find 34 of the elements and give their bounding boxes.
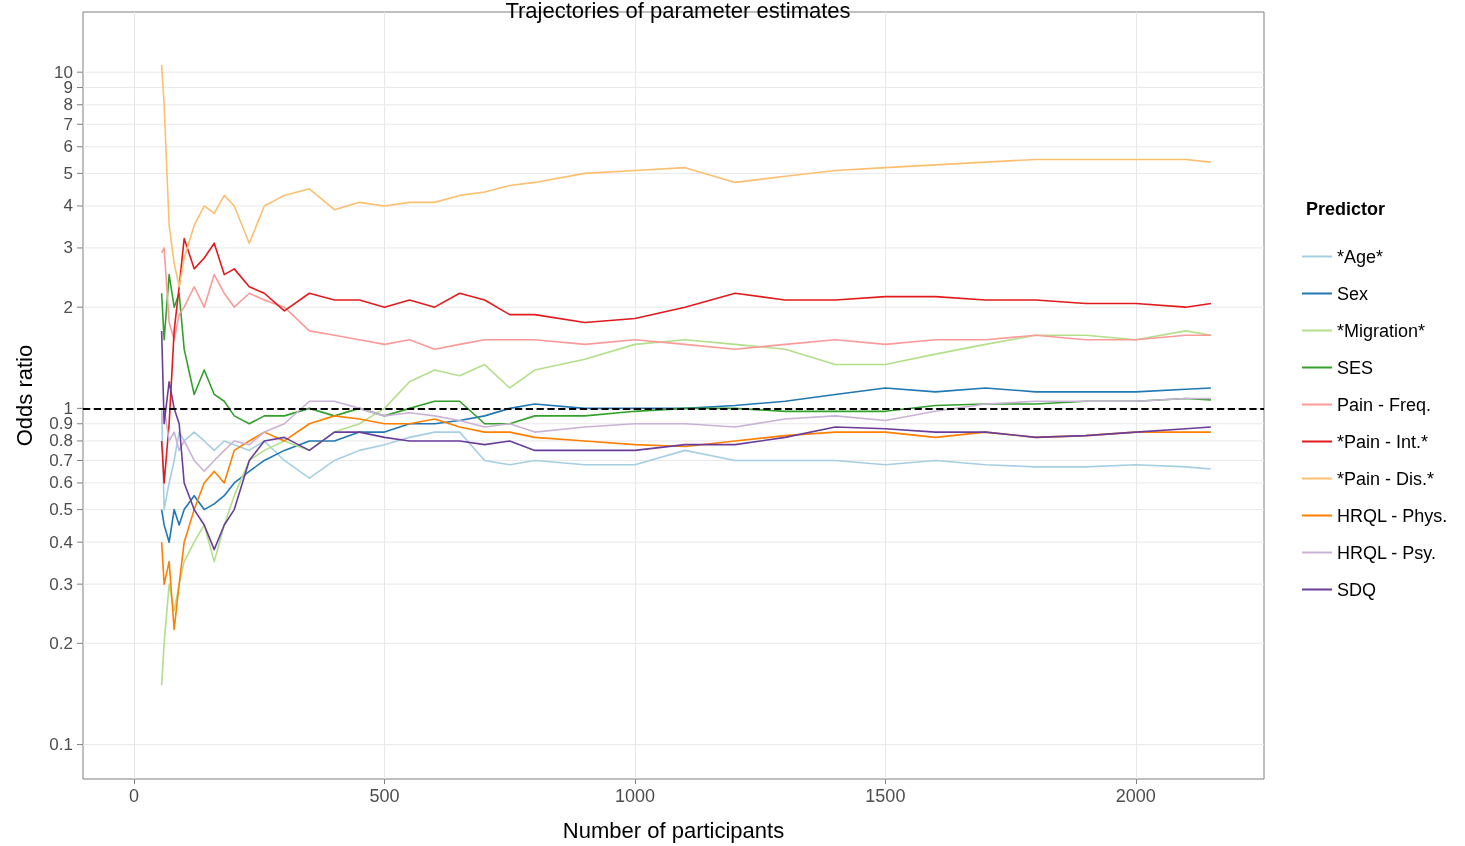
- legend-label: HRQL - Phys.: [1336, 505, 1448, 526]
- x-tick-label: 0: [129, 786, 140, 806]
- y-tick-label: 7: [63, 114, 73, 134]
- y-axis-title: Odds ratio: [11, 344, 37, 447]
- y-tick-label: 0.3: [49, 574, 73, 594]
- y-tick-label: 0.7: [49, 450, 73, 470]
- y-tick-label: 0.5: [49, 500, 73, 520]
- y-tick-label: 2: [63, 297, 73, 317]
- y-tick-label: 0.8: [49, 431, 73, 451]
- x-tick-label: 2000: [1115, 786, 1156, 806]
- y-tick-label: 8: [63, 95, 73, 115]
- legend-label: Sex: [1336, 283, 1369, 304]
- legend-label: HRQL - Psy.: [1336, 542, 1436, 563]
- legend-label: SDQ: [1336, 579, 1376, 600]
- x-tick-label: 1000: [614, 786, 655, 806]
- y-tick-label: 0.1: [49, 735, 73, 755]
- legend-label: SES: [1336, 357, 1374, 378]
- y-tick-label: 0.6: [49, 473, 73, 493]
- x-axis-title: Number of participants: [562, 817, 785, 843]
- legend-label: *Pain - Int.*: [1336, 431, 1429, 452]
- y-tick-label: 3: [63, 238, 73, 258]
- legend-label: Pain - Freq.: [1336, 394, 1432, 415]
- y-tick-label: 6: [63, 137, 73, 157]
- y-tick-label: 0.4: [49, 532, 73, 552]
- x-tick-label: 1500: [865, 786, 906, 806]
- x-tick-label: 500: [369, 786, 400, 806]
- y-tick-label: 0.2: [49, 633, 73, 653]
- legend-label: *Migration*: [1336, 320, 1426, 341]
- legend-title: Predictor: [1305, 199, 1386, 219]
- y-tick-label: 4: [63, 196, 73, 216]
- legend-label: *Age*: [1336, 246, 1384, 267]
- y-tick-label: 5: [63, 163, 73, 183]
- legend-label: *Pain - Dis.*: [1336, 468, 1435, 489]
- chart-title: Trajectories of parameter estimates: [505, 0, 851, 23]
